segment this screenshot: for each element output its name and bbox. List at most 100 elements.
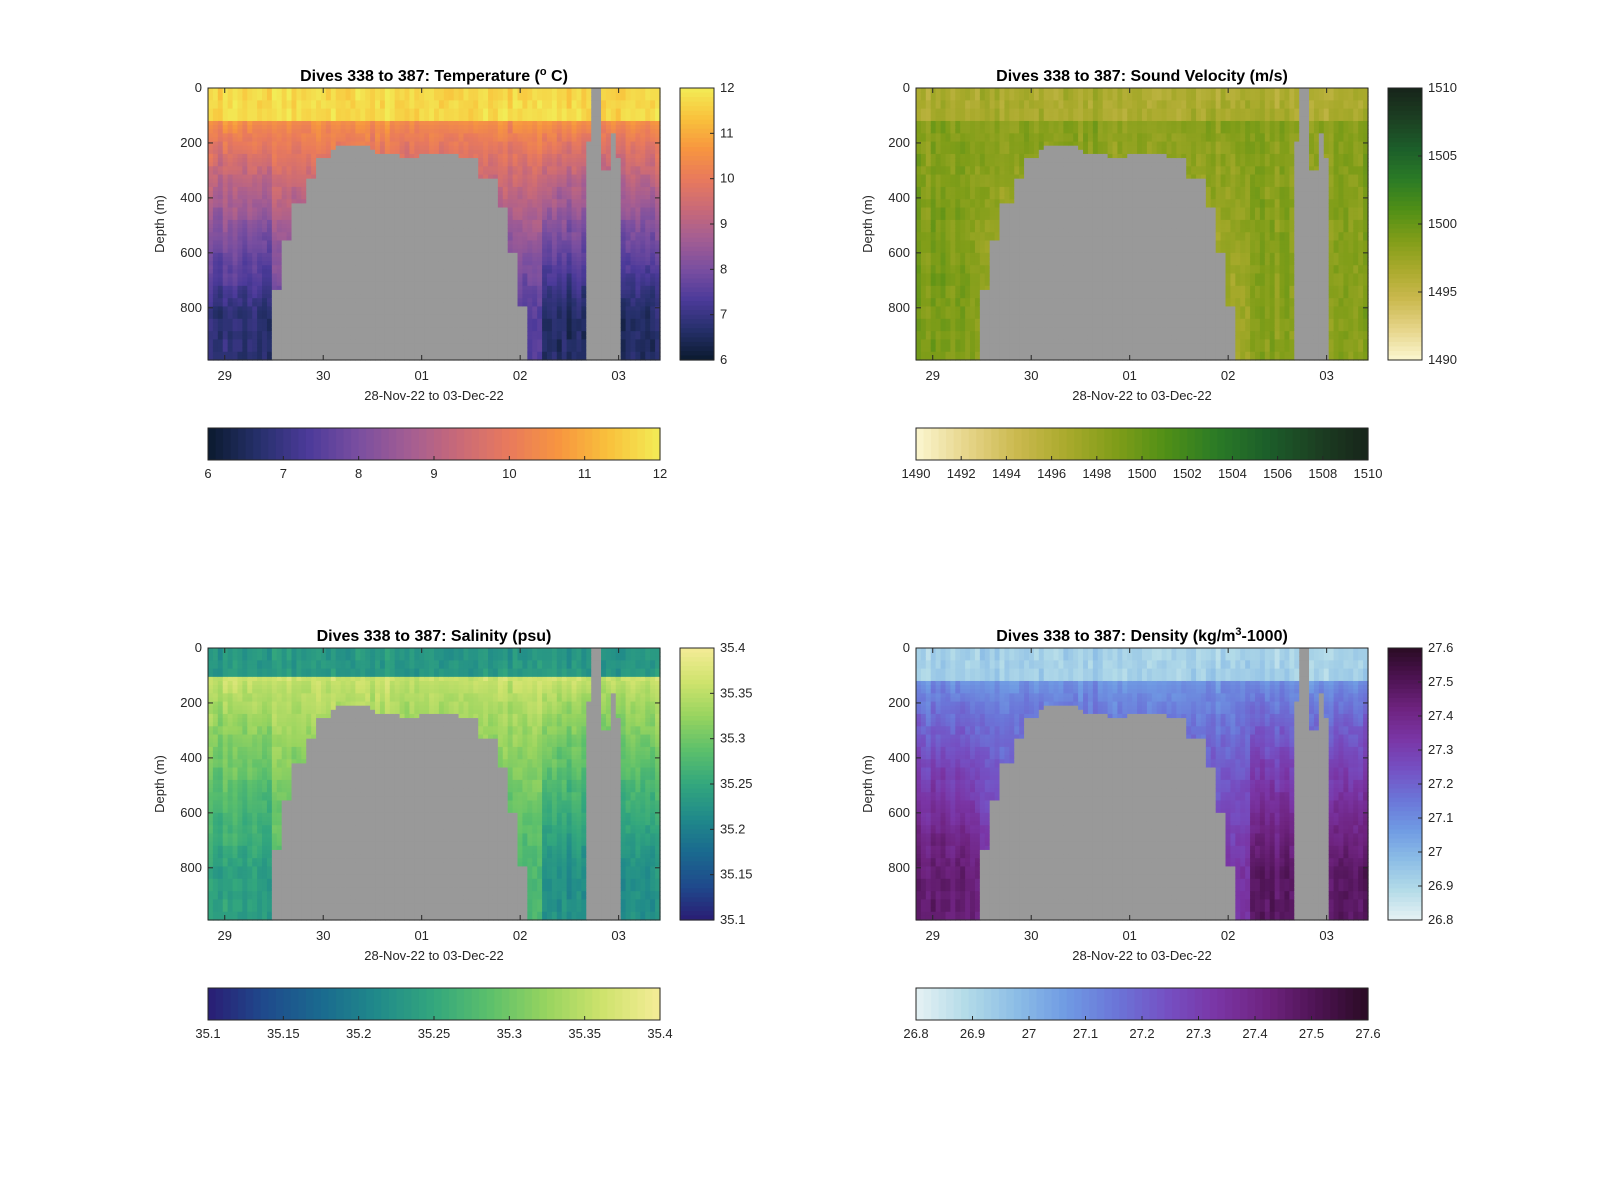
heatmap-cell — [562, 323, 568, 328]
heatmap-cell — [518, 199, 524, 204]
heatmap-cell — [463, 191, 469, 196]
heatmap-cell — [552, 335, 558, 340]
heatmap-cell — [208, 117, 214, 122]
heatmap-cell — [493, 298, 499, 303]
heatmap-cell — [547, 348, 553, 353]
heatmap-cell — [346, 216, 352, 221]
heatmap-cell — [311, 203, 317, 208]
heatmap-cell — [409, 187, 415, 192]
heatmap-cell — [311, 121, 317, 126]
heatmap-cell — [223, 265, 229, 270]
heatmap-cell — [567, 216, 573, 221]
heatmap-cell — [390, 104, 396, 109]
heatmap-cell — [518, 278, 524, 283]
heatmap-cell — [390, 191, 396, 196]
heatmap-cell — [463, 100, 469, 105]
heatmap-cell — [459, 240, 465, 245]
heatmap-cell — [321, 187, 327, 192]
heatmap-cell — [365, 203, 371, 208]
heatmap-cell — [424, 348, 430, 353]
heatmap-cell — [547, 265, 553, 270]
heatmap-cell — [331, 311, 337, 316]
heatmap-cell — [454, 249, 460, 254]
heatmap-cell — [508, 273, 514, 278]
heatmap-cell — [385, 335, 391, 340]
heatmap-cell — [522, 212, 528, 217]
heatmap-cell — [350, 170, 356, 175]
heatmap-cell — [527, 216, 533, 221]
heatmap-cell — [282, 154, 288, 159]
heatmap-cell — [567, 257, 573, 262]
heatmap-cell — [400, 117, 406, 122]
heatmap-cell — [380, 290, 386, 295]
heatmap-cell — [326, 104, 332, 109]
heatmap-cell — [503, 339, 509, 344]
heatmap-cell — [576, 212, 582, 217]
heatmap-cell — [444, 170, 450, 175]
heatmap-cell — [331, 306, 337, 311]
heatmap-cell — [252, 302, 258, 307]
heatmap-cell — [508, 352, 514, 357]
heatmap-cell — [272, 253, 278, 258]
heatmap-cell — [537, 170, 543, 175]
heatmap-cell — [424, 220, 430, 225]
heatmap-cell — [287, 335, 293, 340]
heatmap-cell — [350, 146, 356, 151]
heatmap-cell — [429, 286, 435, 291]
heatmap-cell — [233, 228, 239, 233]
heatmap-cell — [267, 311, 273, 316]
heatmap-cell — [218, 302, 224, 307]
heatmap-cell — [311, 137, 317, 142]
heatmap-cell — [228, 344, 234, 349]
heatmap-cell — [355, 133, 361, 138]
heatmap-cell — [282, 100, 288, 105]
heatmap-cell — [576, 195, 582, 200]
heatmap-cell — [542, 306, 548, 311]
heatmap-cell — [400, 220, 406, 225]
heatmap-cell — [527, 240, 533, 245]
heatmap-cell — [380, 142, 386, 147]
heatmap-cell — [493, 88, 499, 93]
heatmap-cell — [522, 344, 528, 349]
heatmap-cell — [567, 319, 573, 324]
heatmap-cell — [262, 273, 268, 278]
heatmap-cell — [350, 203, 356, 208]
heatmap-cell — [375, 315, 381, 320]
heatmap-cell — [390, 331, 396, 336]
heatmap-cell — [213, 265, 219, 270]
heatmap-cell — [282, 117, 288, 122]
heatmap-cell — [567, 273, 573, 278]
heatmap-cell — [547, 290, 553, 295]
heatmap-cell — [237, 261, 243, 266]
heatmap-cell — [380, 278, 386, 283]
heatmap-cell — [213, 257, 219, 262]
heatmap-cell — [233, 179, 239, 184]
heatmap-cell — [208, 121, 214, 126]
heatmap-cell — [434, 96, 440, 101]
heatmap-cell — [537, 109, 543, 114]
heatmap-cell — [282, 261, 288, 266]
heatmap-cell — [247, 146, 253, 151]
heatmap-cell — [498, 323, 504, 328]
heatmap-cell — [567, 249, 573, 254]
heatmap-cell — [429, 175, 435, 180]
heatmap-cell — [562, 137, 568, 142]
heatmap-cell — [547, 319, 553, 324]
heatmap-cell — [537, 344, 543, 349]
heatmap-cell — [473, 179, 479, 184]
heatmap-cell — [267, 212, 273, 217]
heatmap-cell — [478, 195, 484, 200]
heatmap-cell — [321, 323, 327, 328]
heatmap-cell — [478, 327, 484, 332]
heatmap-cell — [547, 306, 553, 311]
heatmap-cell — [562, 170, 568, 175]
heatmap-cell — [503, 344, 509, 349]
heatmap-cell — [552, 228, 558, 233]
heatmap-cell — [576, 199, 582, 204]
heatmap-cell — [375, 352, 381, 357]
heatmap-cell — [370, 311, 376, 316]
heatmap-cell — [478, 224, 484, 229]
heatmap-cell — [321, 257, 327, 262]
heatmap-cell — [503, 212, 509, 217]
heatmap-cell — [518, 179, 524, 184]
